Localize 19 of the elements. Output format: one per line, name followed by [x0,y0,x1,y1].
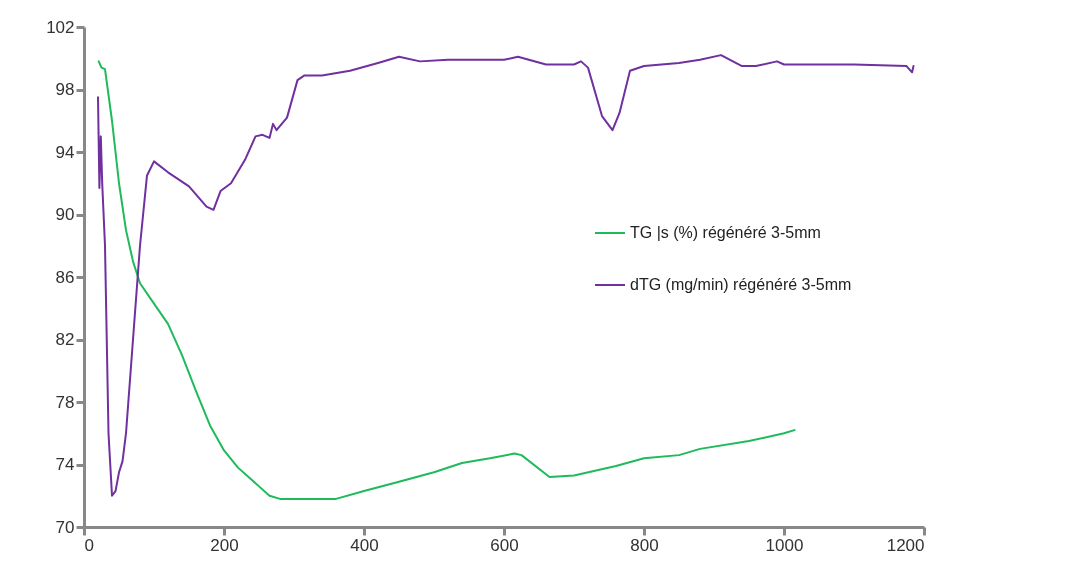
y-tick-label: 78 [55,392,75,412]
x-tick-label: 200 [210,535,239,555]
legend-label: TG |s (%) régénéré 3-5mm [630,224,821,241]
x-tick-label: 0 [84,535,94,555]
line-series [97,54,915,497]
x-tick-label: 600 [490,535,519,555]
x-tick-label: 400 [350,535,379,555]
x-tick-label: 800 [630,535,659,555]
y-tick-label: 102 [46,17,75,37]
y-tick-label: 90 [55,205,75,224]
y-tick-label: 86 [55,267,75,287]
y-tick-label: 98 [55,80,75,99]
y-tick-label: 74 [55,455,75,474]
x-tick-label: 1000 [765,535,804,555]
y-tick-label: 70 [55,517,75,537]
y-tick-label: 94 [55,142,75,162]
legend-label: dTG (mg/min) régénéré 3-5mm [630,276,852,293]
y-tick-label: 82 [55,330,75,349]
x-tick-label: 1200 [886,535,925,555]
